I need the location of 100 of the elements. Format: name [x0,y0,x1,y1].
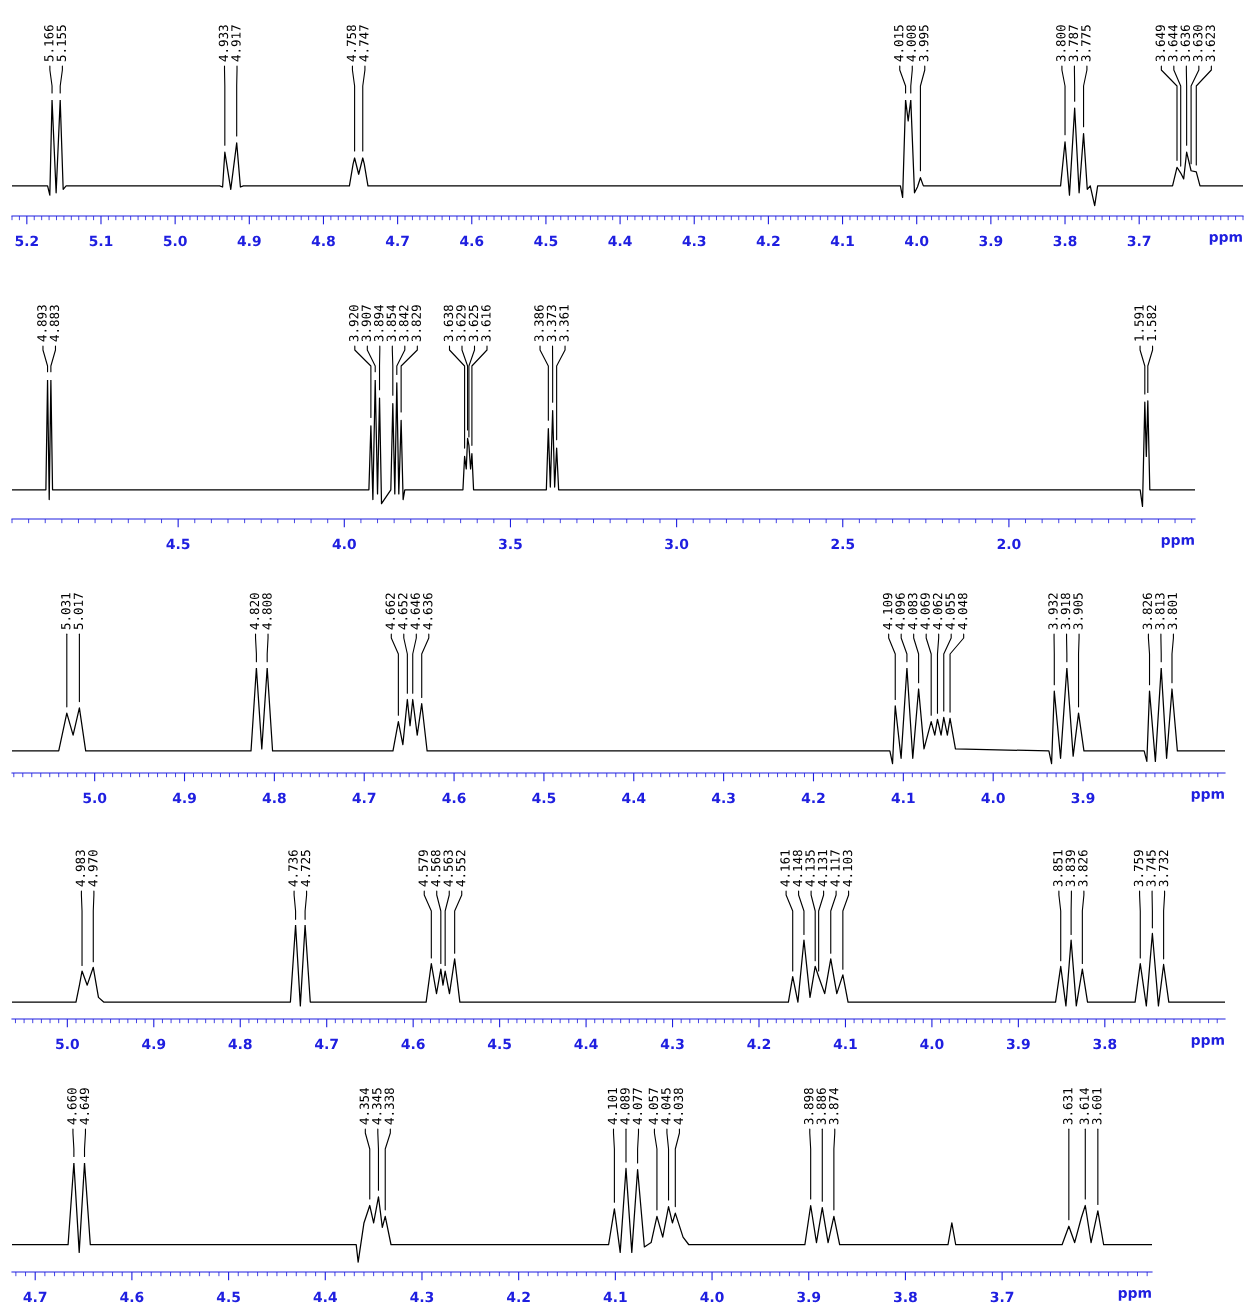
x-tick-label: 3.8 [1053,235,1077,247]
x-tick-label: 5.1 [89,235,113,247]
x-tick-label: 4.1 [891,792,915,803]
annotation: 4.747 [359,25,369,62]
annotation: 3.644 [1168,24,1178,62]
annotation: 3.625 [468,305,479,342]
x-axis-title: ppm [1191,791,1224,802]
annotation: 3.775 [1081,25,1091,62]
annotation: 3.918 [1060,593,1071,630]
annotation: 5.031 [61,593,71,630]
annotation: 3.601 [1092,1088,1102,1125]
x-tick-label: 4.4 [574,1038,598,1049]
annotation: 4.057 [648,1088,659,1125]
annotation: 4.970 [88,850,98,887]
x-tick-label: 4.0 [700,1291,724,1303]
x-tick-label: 4.4 [313,1291,337,1302]
x-tick-label: 4.0 [920,1038,944,1050]
annotation: 4.338 [384,1088,394,1125]
x-tick-label: 3.9 [1071,792,1095,804]
annotation: 3.813 [1155,593,1165,630]
annotation: 4.636 [423,593,433,630]
x-axis-title: ppm [1209,234,1242,245]
annotation: 4.579 [418,850,428,887]
x-tick-label: 4.1 [603,1291,627,1302]
x-tick-label: 4.2 [801,792,825,803]
annotation: 3.839 [1065,850,1076,887]
x-tick-label: 3.9 [797,1291,821,1303]
x-tick-label: 4.6 [442,792,466,804]
x-tick-label: 4.5 [487,1038,511,1050]
x-tick-label: 4.2 [506,1291,530,1302]
annotation: 3.842 [399,305,409,342]
annotation: 3.787 [1068,25,1079,62]
annotation: 3.851 [1053,850,1063,887]
annotation: 3.614 [1079,1087,1089,1125]
annotation: 3.826 [1078,850,1088,887]
annotation: 3.854 [386,304,396,342]
annotation: 4.015 [893,25,904,62]
annotation: 4.135 [805,850,815,887]
x-tick-label: 3.8 [1093,1038,1117,1050]
x-tick-label: 4.9 [142,1038,166,1050]
annotation: 4.552 [455,850,466,887]
x-tick-label: 5.0 [163,235,187,247]
x-tick-label: 4.5 [216,1291,240,1303]
annotation: 4.062 [932,593,943,630]
annotation: 4.652 [398,593,408,630]
annotation: 4.131 [817,850,828,887]
annotation: 4.649 [79,1088,90,1125]
annotation: 3.732 [1158,850,1169,887]
annotation: 5.017 [73,593,84,630]
annotation: 4.117 [830,850,840,887]
annotation: 4.345 [372,1088,382,1125]
x-tick-label: 3.9 [1006,1038,1030,1050]
x-tick-label: 4.7 [315,1038,338,1049]
annotation: 4.883 [49,305,60,342]
annotation: 3.905 [1073,593,1083,630]
annotation: 3.759 [1133,850,1144,887]
annotation: 3.932 [1048,593,1058,630]
x-tick-label: 4.8 [262,792,286,804]
x-tick-label: 4.7 [352,792,376,803]
annotation: 4.660 [67,1088,77,1125]
annotation: 3.386 [534,305,544,342]
x-tick-label: 4.1 [833,1038,857,1049]
x-tick-label: 4.2 [756,235,780,246]
x-tick-label: 4.0 [981,792,1005,804]
annotation: 5.166 [44,25,54,62]
annotation: 4.725 [300,850,311,887]
x-tick-label: 4.2 [747,1038,771,1049]
x-tick-label: 3.5 [499,538,522,550]
annotation: 1.591 [1134,305,1144,341]
x-tick-label: 4.3 [711,792,735,804]
x-tick-label: 3.8 [894,1291,917,1303]
annotation: 4.354 [359,1087,369,1125]
x-tick-label: 5.2 [15,235,38,247]
annotation: 3.800 [1056,25,1066,62]
annotation: 4.983 [75,850,86,887]
annotation: 4.736 [288,850,298,887]
annotation: 4.055 [945,593,955,630]
annotation: 3.894 [374,304,384,342]
annotation: 4.069 [920,593,930,630]
annotation: 3.636 [1180,25,1190,62]
x-tick-label: 3.0 [665,538,689,550]
annotation: 4.820 [249,593,260,630]
x-tick-label: 5.0 [83,792,107,804]
annotation: 4.045 [661,1088,671,1125]
annotation: 5.155 [56,25,67,62]
annotation: 4.808 [262,593,272,630]
annotation: 4.101 [607,1088,618,1125]
x-tick-label: 4.3 [660,1038,684,1050]
x-tick-label: 5.0 [56,1038,79,1050]
x-tick-label: 4.6 [120,1291,144,1303]
annotation: 3.631 [1063,1088,1073,1125]
x-tick-label: 4.0 [332,538,356,550]
x-tick-label: 4.4 [608,235,632,246]
annotation: 4.568 [430,850,441,887]
x-tick-label: 4.3 [410,1291,434,1303]
x-axis-title: ppm [1161,537,1194,548]
annotation: 4.148 [792,850,803,887]
annotation: 4.089 [620,1088,630,1125]
x-tick-label: 2.0 [997,538,1021,550]
annotation: 4.161 [780,850,790,887]
